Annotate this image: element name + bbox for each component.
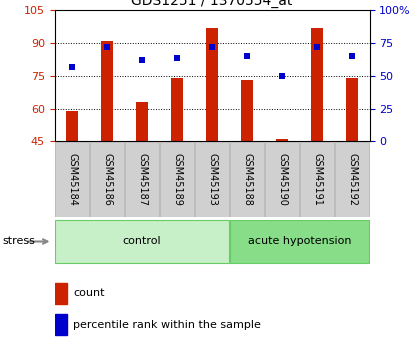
Bar — [55, 220, 229, 263]
Bar — [101, 41, 113, 141]
Bar — [300, 142, 334, 217]
Bar — [195, 142, 229, 217]
Text: stress: stress — [2, 237, 35, 246]
Text: GSM45188: GSM45188 — [242, 153, 252, 206]
Bar — [265, 142, 299, 217]
Text: GSM45190: GSM45190 — [277, 153, 287, 206]
Bar — [90, 142, 124, 217]
Bar — [335, 142, 369, 217]
Bar — [55, 283, 67, 304]
Bar — [55, 142, 89, 217]
Text: acute hypotension: acute hypotension — [248, 237, 352, 246]
Bar — [66, 111, 78, 141]
Title: GDS1251 / 1370554_at: GDS1251 / 1370554_at — [131, 0, 293, 8]
Text: GSM45191: GSM45191 — [312, 153, 322, 206]
Bar — [136, 102, 148, 141]
Bar — [171, 78, 183, 141]
Text: GSM45186: GSM45186 — [102, 153, 112, 206]
Bar — [276, 139, 288, 141]
Bar — [55, 314, 67, 335]
Bar — [230, 142, 264, 217]
Text: GSM45184: GSM45184 — [67, 153, 77, 206]
Bar — [206, 28, 218, 141]
Bar — [160, 142, 194, 217]
Bar — [230, 220, 369, 263]
Text: GSM45187: GSM45187 — [137, 153, 147, 206]
Text: count: count — [74, 288, 105, 298]
Bar — [311, 28, 323, 141]
Text: GSM45193: GSM45193 — [207, 153, 217, 206]
Text: GSM45189: GSM45189 — [172, 153, 182, 206]
Bar — [125, 142, 159, 217]
Text: GSM45192: GSM45192 — [347, 153, 357, 206]
Bar — [241, 80, 253, 141]
Text: percentile rank within the sample: percentile rank within the sample — [74, 319, 261, 329]
Bar — [346, 78, 358, 141]
Text: control: control — [123, 237, 161, 246]
